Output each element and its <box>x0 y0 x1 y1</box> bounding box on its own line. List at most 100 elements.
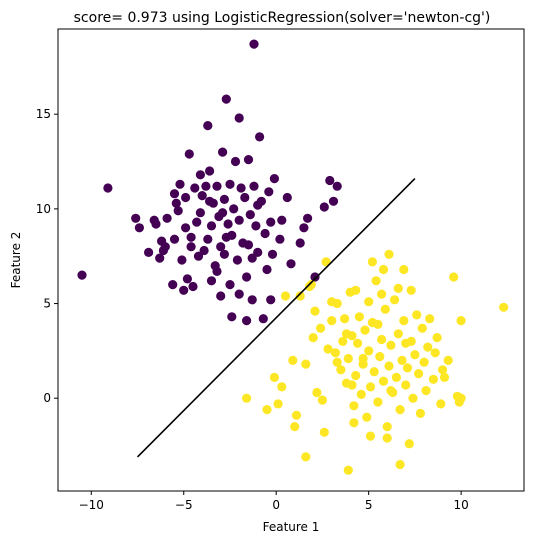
data-point-class-1 <box>382 433 392 443</box>
data-point-class-0 <box>225 179 235 189</box>
data-point-class-1 <box>390 295 400 305</box>
data-point-class-0 <box>295 238 305 248</box>
data-point-class-0 <box>157 236 167 246</box>
data-point-class-0 <box>319 202 329 212</box>
data-point-class-1 <box>375 352 385 362</box>
data-point-class-0 <box>230 156 241 167</box>
data-point-class-1 <box>343 465 353 475</box>
data-point-class-1 <box>354 312 364 322</box>
data-point-class-0 <box>188 281 198 292</box>
data-point-class-1 <box>308 333 318 343</box>
data-point-class-0 <box>205 166 215 176</box>
data-point-class-0 <box>175 179 185 189</box>
data-point-class-1 <box>365 382 376 392</box>
data-point-class-1 <box>432 333 442 343</box>
data-point-class-1 <box>349 418 359 428</box>
data-point-class-1 <box>391 372 401 382</box>
data-point-class-1 <box>430 348 440 358</box>
data-point-class-1 <box>319 427 329 437</box>
data-point-class-0 <box>249 39 259 49</box>
data-point-class-0 <box>203 234 213 244</box>
data-point-class-1 <box>452 391 462 401</box>
data-point-class-0 <box>103 183 113 193</box>
data-point-class-1 <box>362 412 372 422</box>
data-point-class-1 <box>301 359 311 369</box>
data-point-class-0 <box>325 175 335 186</box>
data-point-class-1 <box>399 316 409 326</box>
data-point-class-0 <box>229 204 239 214</box>
data-point-class-0 <box>223 219 233 229</box>
data-point-class-1 <box>341 329 352 339</box>
data-point-class-0 <box>169 234 180 244</box>
data-point-class-0 <box>212 266 222 276</box>
data-point-class-0 <box>179 285 189 295</box>
data-point-class-1 <box>364 346 374 356</box>
data-point-class-0 <box>310 272 320 282</box>
data-point-class-1 <box>358 353 368 364</box>
data-point-class-1 <box>384 361 394 371</box>
data-point-class-1 <box>312 387 322 398</box>
data-point-class-1 <box>373 319 383 329</box>
data-point-class-1 <box>397 355 407 365</box>
data-point-class-0 <box>243 155 254 165</box>
data-point-class-1 <box>351 370 361 381</box>
data-point-class-1 <box>417 323 427 333</box>
data-point-class-0 <box>262 264 272 275</box>
data-point-class-1 <box>428 374 438 384</box>
data-point-class-0 <box>219 194 229 204</box>
data-point-class-1 <box>425 314 435 324</box>
data-point-class-0 <box>232 255 242 265</box>
data-point-class-1 <box>291 410 302 420</box>
data-point-class-1 <box>332 357 342 367</box>
data-point-class-0 <box>206 276 217 286</box>
data-point-class-1 <box>499 302 509 312</box>
data-point-class-1 <box>401 380 411 390</box>
data-point-class-0 <box>260 228 270 239</box>
data-point-class-1 <box>310 306 320 316</box>
x-axis-label: Feature 1 <box>263 520 320 534</box>
data-point-class-0 <box>192 217 202 227</box>
data-point-class-0 <box>181 192 191 203</box>
data-point-class-1 <box>327 297 337 307</box>
data-point-class-0 <box>151 219 161 229</box>
data-point-class-1 <box>384 249 394 259</box>
data-point-class-0 <box>247 295 257 305</box>
data-point-class-0 <box>186 242 196 252</box>
data-point-class-0 <box>243 240 254 250</box>
data-point-class-1 <box>408 393 418 403</box>
decision-boundary-line <box>136 178 416 458</box>
data-point-class-0 <box>216 291 226 301</box>
y-axis-label: Feature 2 <box>9 232 23 289</box>
data-point-class-1 <box>393 329 403 339</box>
data-point-class-0 <box>168 280 178 290</box>
data-point-class-1 <box>262 405 272 415</box>
data-point-class-1 <box>415 408 425 418</box>
data-point-class-1 <box>378 264 389 275</box>
data-point-class-0 <box>221 94 231 104</box>
data-point-class-0 <box>219 249 229 259</box>
data-point-class-0 <box>171 198 181 208</box>
data-point-class-1 <box>382 422 392 432</box>
data-point-class-0 <box>162 213 172 223</box>
data-point-class-1 <box>349 401 359 411</box>
data-point-class-0 <box>190 183 200 193</box>
data-point-class-1 <box>380 304 390 314</box>
data-point-class-0 <box>269 174 279 184</box>
data-point-class-0 <box>186 232 196 242</box>
data-point-class-0 <box>236 183 246 193</box>
data-point-class-1 <box>393 283 403 293</box>
data-point-class-1 <box>288 355 298 365</box>
data-point-class-0 <box>218 147 228 157</box>
data-point-class-0 <box>199 245 209 256</box>
data-point-class-0 <box>134 223 144 233</box>
data-point-class-1 <box>336 365 346 375</box>
y-axis: 0 5 10 15 <box>36 107 58 405</box>
data-point-class-1 <box>414 369 424 379</box>
data-point-class-0 <box>181 223 191 233</box>
data-point-class-0 <box>299 223 309 233</box>
data-point-class-1 <box>423 342 433 352</box>
data-point-class-1 <box>439 372 450 382</box>
data-point-class-0 <box>328 196 339 206</box>
data-point-class-1 <box>317 395 327 405</box>
